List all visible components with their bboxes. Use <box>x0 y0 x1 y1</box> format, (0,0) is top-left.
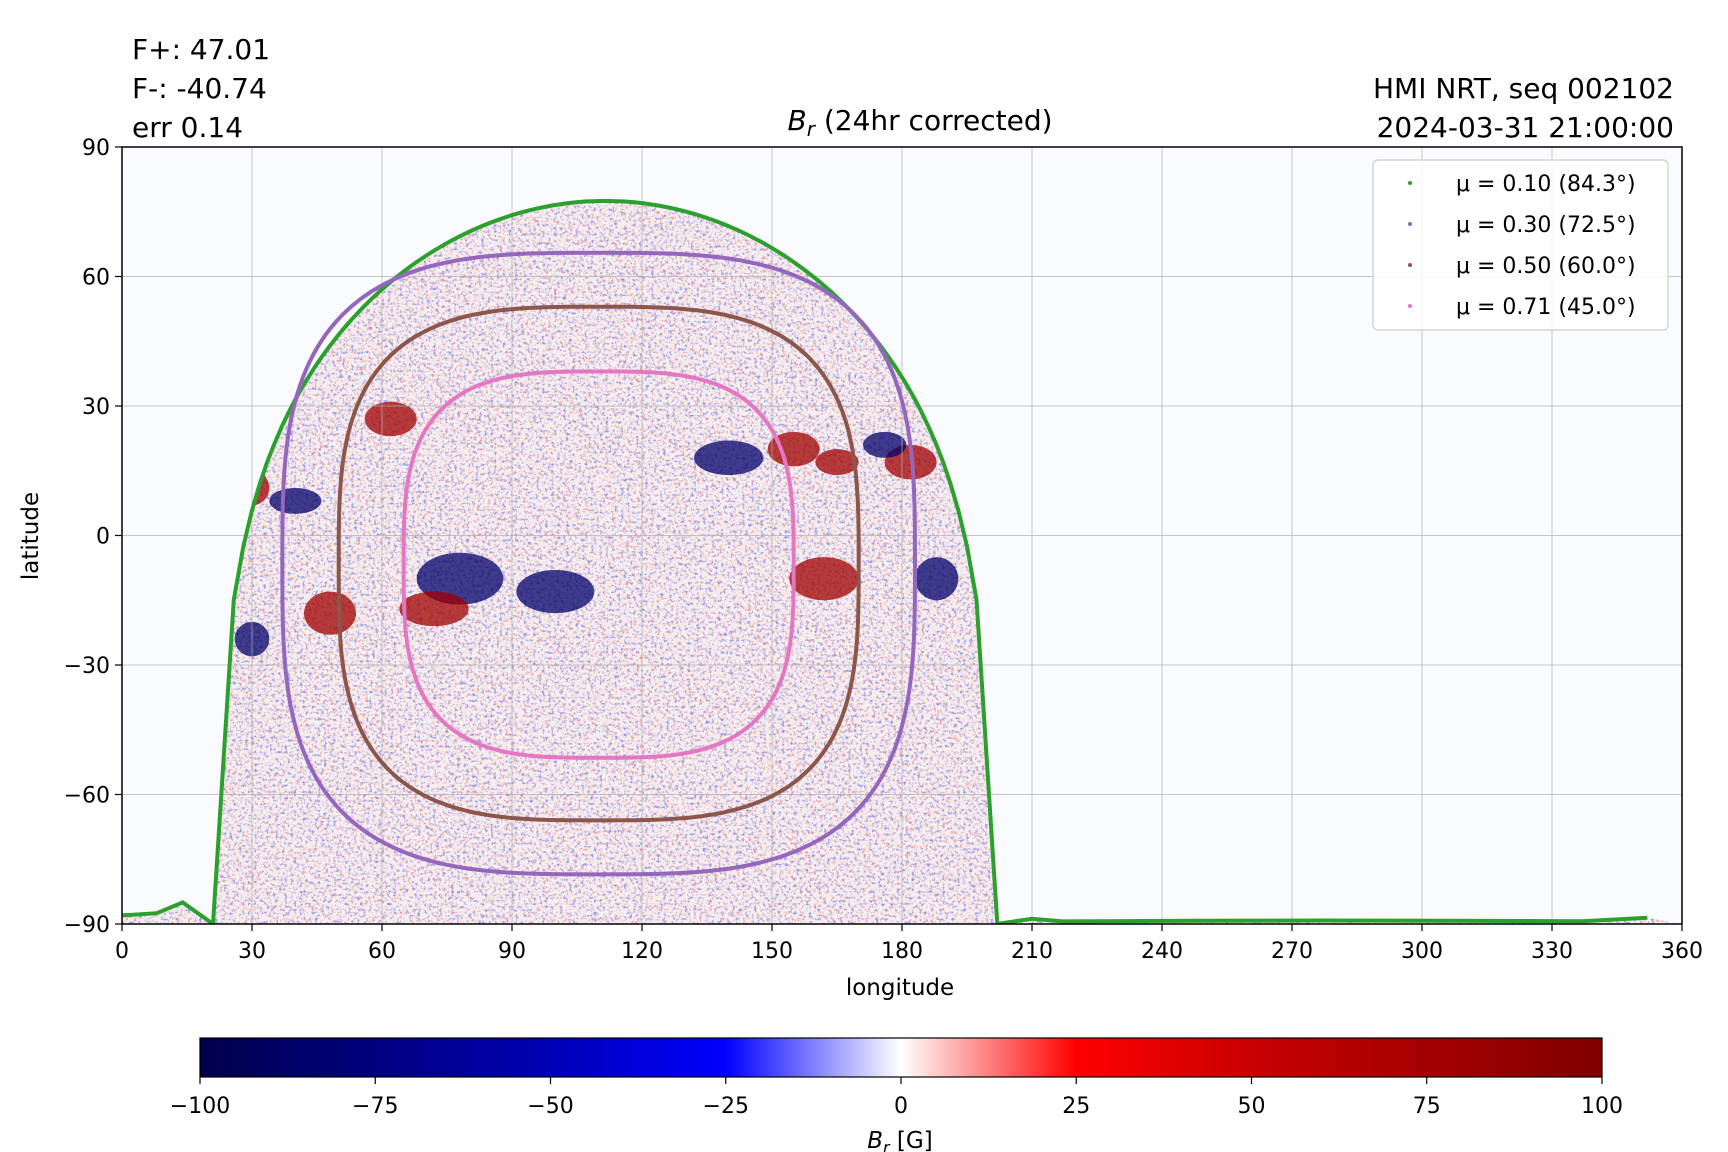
x-tick-label: 150 <box>751 939 793 964</box>
y-tick-label: 60 <box>82 266 110 291</box>
active-region <box>416 552 504 605</box>
x-tick-label: 300 <box>1401 939 1443 964</box>
chart-title: Br (24hr corrected) <box>787 104 1052 141</box>
colorbar-label: Br [G] <box>867 1128 932 1152</box>
active-region <box>516 570 595 614</box>
colorbar-tick-label: 75 <box>1413 1094 1441 1119</box>
colorbar-tick-label: −25 <box>703 1094 749 1119</box>
legend-marker <box>1408 181 1412 185</box>
flux-negative: F-: -40.74 <box>132 72 267 105</box>
mu-contour-1 <box>280 250 918 877</box>
legend-label: μ = 0.10 (84.3°) <box>1456 172 1636 197</box>
x-tick-label: 120 <box>621 939 663 964</box>
active-region <box>767 431 820 467</box>
legend-label: μ = 0.50 (60.0°) <box>1456 254 1636 279</box>
y-tick-label: 0 <box>96 525 110 550</box>
x-tick-label: 30 <box>238 939 266 964</box>
legend-label: μ = 0.71 (45.0°) <box>1456 295 1636 320</box>
y-axis-ticks: −90 −60 −30 0 30 60 90 <box>64 136 122 938</box>
legend-marker <box>1408 304 1412 308</box>
y-tick-label: 90 <box>82 136 110 161</box>
active-region <box>863 431 907 458</box>
mu-contours <box>122 199 1648 924</box>
data-source: HMI NRT, seq 002102 <box>1372 72 1674 105</box>
active-region <box>815 449 859 476</box>
mu-contour-2 <box>336 304 861 823</box>
legend-marker <box>1408 222 1412 226</box>
active-region <box>694 440 764 476</box>
colorbar-tick-label: −75 <box>352 1094 398 1119</box>
colorbar-tick-label: −100 <box>170 1094 230 1119</box>
colorbar <box>199 1037 1603 1078</box>
x-tick-label: 240 <box>1141 939 1183 964</box>
colorbar-ticks: −100 −75 −50 −25 0 25 50 75 100 <box>170 1077 1623 1119</box>
y-tick-label: 30 <box>82 395 110 420</box>
legend-box <box>1372 159 1669 331</box>
active-region <box>304 591 356 635</box>
colorbar-tick-label: −50 <box>527 1094 573 1119</box>
x-tick-label: 60 <box>368 939 396 964</box>
y-axis-label: latitude <box>18 492 44 580</box>
x-tick-label: 330 <box>1531 939 1573 964</box>
x-tick-label: 210 <box>1011 939 1053 964</box>
colorbar-tick-label: 100 <box>1581 1094 1623 1119</box>
colorbar-tick-label: 25 <box>1062 1094 1090 1119</box>
x-tick-label: 0 <box>115 939 129 964</box>
flux-positive: F+: 47.01 <box>132 33 271 66</box>
active-region <box>915 557 959 601</box>
y-tick-label: −90 <box>64 913 110 938</box>
y-tick-label: −60 <box>64 784 110 809</box>
active-region <box>269 488 322 514</box>
x-axis-ticks: 0 30 60 90 120 150 180 210 240 270 300 330 360 <box>115 924 1703 964</box>
active-region <box>364 401 417 437</box>
colorbar-tick-label: 0 <box>894 1094 908 1119</box>
x-tick-label: 90 <box>498 939 526 964</box>
x-axis-label: longitude <box>846 975 954 1001</box>
active-region <box>399 591 469 627</box>
mu-contour-3 <box>401 369 796 760</box>
y-tick-label: −30 <box>64 654 110 679</box>
flux-error: err 0.14 <box>132 111 244 144</box>
x-tick-label: 360 <box>1661 939 1703 964</box>
legend: μ = 0.10 (84.3°) μ = 0.30 (72.5°) μ = 0.50… <box>1372 159 1669 331</box>
active-region <box>789 557 859 601</box>
legend-marker <box>1408 263 1412 267</box>
mu-contour-0.10 <box>122 199 1648 924</box>
colorbar-tick-label: 50 <box>1238 1094 1266 1119</box>
x-tick-label: 270 <box>1271 939 1313 964</box>
x-tick-label: 180 <box>881 939 923 964</box>
legend-label: μ = 0.30 (72.5°) <box>1456 213 1636 238</box>
observation-timestamp: 2024-03-31 21:00:00 <box>1376 111 1674 144</box>
